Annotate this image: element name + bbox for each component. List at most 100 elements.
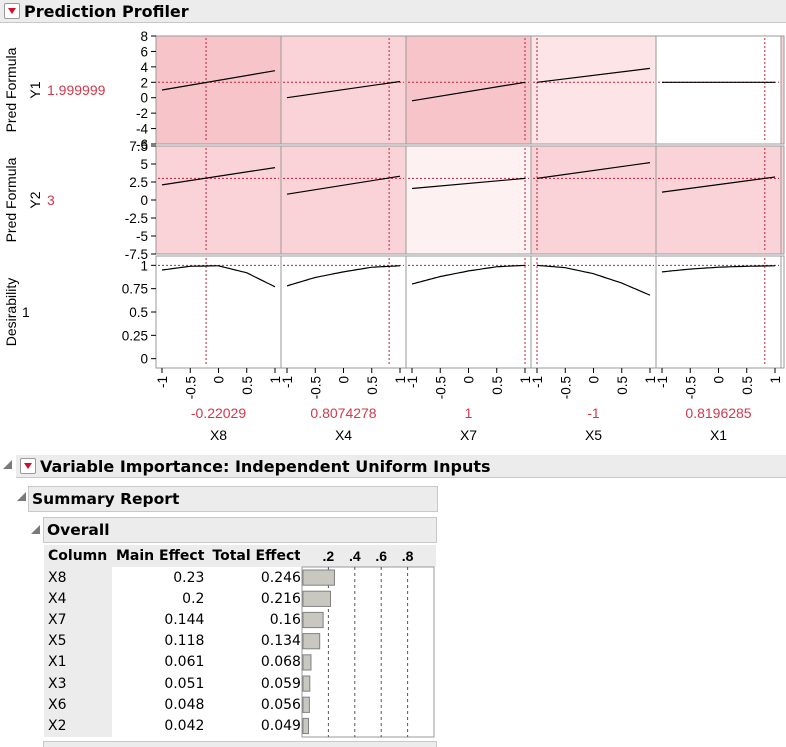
profiler-panel[interactable] bbox=[405, 145, 532, 255]
response-label: Pred Formula bbox=[3, 157, 19, 242]
total-effect-bar bbox=[302, 569, 335, 586]
bar-tick-label: .6 bbox=[375, 548, 387, 564]
prediction-trace bbox=[161, 167, 276, 186]
total-effect-header[interactable]: Total Effect bbox=[208, 545, 305, 567]
profiler-panel[interactable] bbox=[655, 255, 782, 369]
response-current-value: 3 bbox=[47, 192, 55, 208]
total-effect-cell: 0.059 bbox=[260, 675, 301, 692]
y-tick-label: 1 bbox=[140, 258, 148, 273]
summary-report-disclosure-icon[interactable] bbox=[17, 492, 26, 501]
table-row[interactable]: X8 0.23 0.246 bbox=[44, 567, 305, 589]
x-tick-label: -1 bbox=[530, 376, 545, 388]
x-tick-label: -0.5 bbox=[683, 376, 698, 399]
profiler-panel[interactable] bbox=[655, 35, 782, 145]
y-tick-label: 0.75 bbox=[122, 282, 148, 297]
factor-current-value: 1 bbox=[465, 405, 473, 421]
profiler-panel[interactable] bbox=[530, 255, 657, 369]
profiler-panel[interactable] bbox=[530, 145, 657, 255]
main-effect-cell: 0.2 bbox=[182, 590, 205, 607]
y-tick-label: -2 bbox=[136, 106, 148, 121]
factor-name: X4 bbox=[335, 427, 352, 443]
factor-current-value: 0.8196285 bbox=[685, 405, 751, 421]
bar-tick-label: .8 bbox=[402, 548, 414, 564]
x-tick-label: 1 bbox=[518, 376, 533, 384]
column-cell: X6 bbox=[44, 694, 112, 716]
profiler-panel[interactable] bbox=[530, 35, 657, 145]
total-effect-bar bbox=[302, 717, 309, 735]
x-tick-label: -1 bbox=[280, 376, 295, 388]
x-tick-label: -0.5 bbox=[433, 376, 448, 399]
profiler-panel[interactable] bbox=[280, 145, 407, 255]
y-tick-label: 4 bbox=[140, 60, 148, 75]
total-effect-cell: 0.134 bbox=[260, 633, 301, 650]
profiler-panel[interactable] bbox=[405, 35, 532, 145]
table-row[interactable]: X3 0.051 0.059 bbox=[44, 672, 305, 695]
column-cell: X2 bbox=[44, 715, 112, 737]
x-tick-label: 0.5 bbox=[240, 376, 255, 395]
main-effect-cell: 0.144 bbox=[164, 611, 205, 628]
prediction-trace bbox=[411, 264, 526, 285]
variable-importance-disclosure-icon[interactable] bbox=[3, 460, 12, 469]
variable-importance-title: Variable Importance: Independent Uniform… bbox=[40, 456, 491, 476]
x-tick-label: 0.5 bbox=[740, 376, 755, 395]
response-label: Pred Formula bbox=[3, 47, 19, 132]
prediction-trace bbox=[536, 264, 651, 296]
x-tick-label: -1 bbox=[405, 376, 420, 388]
table-row[interactable]: X7 0.144 0.16 bbox=[44, 609, 305, 631]
response-current-value: 1.999999 bbox=[47, 82, 106, 98]
column-header[interactable]: Column bbox=[44, 545, 112, 567]
factor-name: X8 bbox=[210, 427, 227, 443]
profiler-panel[interactable] bbox=[155, 145, 282, 255]
prediction-trace bbox=[661, 176, 776, 193]
table-row[interactable]: X4 0.2 0.216 bbox=[44, 588, 305, 610]
profiler-panel[interactable] bbox=[155, 35, 282, 145]
overall-disclosure-icon[interactable] bbox=[31, 525, 40, 534]
x-tick-label: 0 bbox=[212, 376, 227, 384]
y-tick-label: -4 bbox=[136, 122, 148, 137]
x-tick-label: -0.5 bbox=[558, 376, 573, 399]
x-tick-label: -1 bbox=[655, 376, 670, 388]
profiler-panel[interactable] bbox=[280, 255, 407, 369]
table-row[interactable]: X6 0.048 0.056 bbox=[44, 694, 305, 716]
prediction-trace bbox=[161, 70, 276, 91]
summary-report-header: Summary Report bbox=[28, 486, 438, 512]
column-cell: X4 bbox=[44, 588, 112, 610]
x-tick-label: -0.5 bbox=[308, 376, 323, 399]
profiler-panel[interactable] bbox=[155, 255, 282, 369]
total-effect-cell: 0.246 bbox=[260, 569, 301, 586]
overall-title: Overall bbox=[47, 521, 110, 539]
table-row[interactable]: X2 0.042 0.049 bbox=[44, 715, 305, 737]
x-tick-label: 1 bbox=[643, 376, 658, 384]
y-tick-label: 0 bbox=[140, 352, 148, 367]
total-effect-cell: 0.16 bbox=[269, 611, 301, 628]
main-effect-cell: 0.061 bbox=[164, 654, 205, 671]
table-row[interactable]: X1 0.061 0.068 bbox=[44, 651, 305, 673]
total-effect-bar bbox=[302, 611, 324, 629]
prediction-trace bbox=[536, 162, 651, 179]
profiler-menu-button[interactable] bbox=[4, 3, 20, 19]
y-tick-label: 6 bbox=[140, 44, 148, 59]
table-row[interactable]: X5 0.118 0.134 bbox=[44, 630, 305, 652]
profiler-panel[interactable] bbox=[405, 255, 532, 369]
prediction-trace bbox=[286, 175, 401, 195]
x-tick-label: 1 bbox=[768, 376, 783, 384]
factor-name: X7 bbox=[460, 427, 477, 443]
x-tick-label: 0 bbox=[337, 376, 352, 384]
x-tick-label: 1 bbox=[268, 376, 283, 384]
variable-importance-menu-button[interactable] bbox=[20, 458, 36, 474]
y-tick-label: 5 bbox=[140, 157, 148, 172]
total-effect-bar bbox=[302, 654, 312, 671]
total-effect-bar bbox=[302, 696, 310, 713]
factor-current-value: -1 bbox=[587, 405, 600, 421]
x-tick-label: 0 bbox=[462, 376, 477, 384]
y-tick-label: -7.5 bbox=[125, 247, 148, 262]
total-effect-bar-chart: .2 .4 .6 .8 bbox=[300, 545, 436, 738]
prediction-trace bbox=[411, 81, 526, 102]
y-tick-label: -6 bbox=[136, 137, 148, 152]
prediction-trace bbox=[286, 265, 401, 287]
bar-tick-label: .4 bbox=[349, 548, 361, 564]
profiler-panel[interactable] bbox=[655, 145, 782, 255]
main-effect-header[interactable]: Main Effect bbox=[112, 545, 209, 567]
x-tick-label: 0 bbox=[712, 376, 727, 384]
